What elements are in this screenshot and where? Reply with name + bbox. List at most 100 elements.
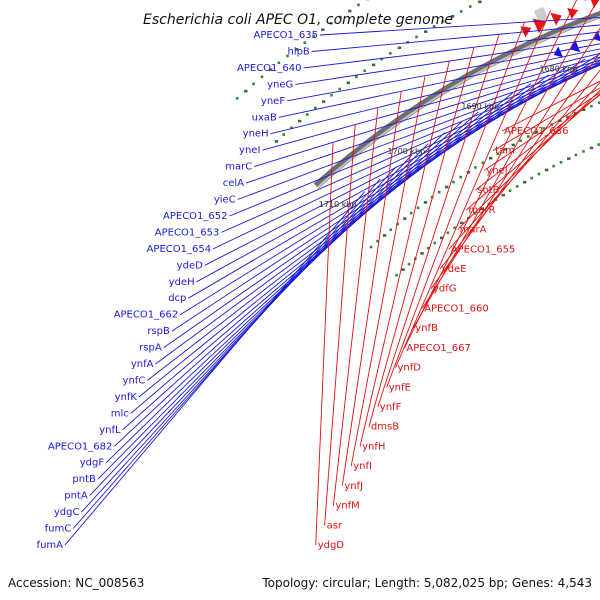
gc-dot: [597, 143, 600, 146]
gc-dot: [478, 0, 482, 4]
gene-label-right: ynfD: [398, 363, 422, 374]
gc-dot: [294, 48, 299, 51]
gene-label-left: APECO1_653: [155, 227, 220, 238]
leader-line: [196, 60, 600, 283]
gene-label-left: APECO1_654: [147, 244, 212, 255]
leader-line: [262, 56, 600, 151]
gene-label-right: ynfM: [335, 501, 359, 512]
leader-line: [64, 191, 366, 546]
gene-label-right: marA: [460, 225, 487, 236]
gc-dot: [550, 123, 553, 126]
gc-dot: [312, 34, 315, 38]
leader-line: [448, 82, 600, 250]
gene-label-left: yieC: [214, 195, 236, 206]
leader-line: [319, 17, 600, 36]
leader-line: [377, 34, 500, 408]
gene-label-right: ynfI: [353, 461, 372, 472]
leader-line: [492, 87, 600, 152]
gc-dot: [452, 180, 455, 184]
gc-dot: [357, 3, 360, 7]
gene-label-left: ydgC: [54, 507, 80, 518]
gene-label-left: pntA: [64, 491, 88, 502]
gene-labels: APECO1_635 hipB APECO1_640 yneG yneF uxaB yneH…: [37, 30, 569, 551]
gene-label-right: APECO1_667: [406, 343, 471, 354]
gene-label-left: ydeH: [169, 277, 195, 288]
leader-line: [359, 61, 450, 447]
gene-label-left: ynfC: [123, 376, 146, 387]
leader-line: [138, 92, 514, 398]
leader-line: [332, 107, 379, 506]
gc-dot: [409, 211, 413, 215]
genome-backbone: [313, 10, 600, 189]
reverse-gene-arrow: [550, 12, 562, 26]
gene-label-left: rspB: [147, 326, 170, 337]
gc-dot: [433, 241, 436, 245]
gc-dot: [474, 166, 477, 169]
gc-dot: [552, 164, 555, 168]
gc-dot: [481, 161, 485, 165]
gc-dot: [537, 172, 541, 176]
leader-line: [212, 63, 600, 250]
gene-label-left: dcp: [168, 293, 186, 304]
kbp-tick-label: 1690 kbp: [461, 102, 499, 111]
gc-dot: [346, 81, 350, 85]
gc-dot: [348, 9, 352, 13]
kbp-tick-label: 1710 kbp: [319, 200, 357, 209]
backbone-arc: [313, 10, 600, 189]
gc-dot: [260, 75, 264, 79]
leader-line: [475, 94, 600, 191]
gene-label-left: yneF: [261, 96, 285, 107]
gene-label-right: ynfH: [362, 441, 385, 452]
gene-label-left: APECO1_635: [254, 30, 319, 41]
gc-dot: [511, 143, 515, 147]
leader-line: [311, 24, 600, 52]
gc-dot: [286, 54, 289, 58]
gc-dot: [321, 28, 325, 31]
gene-label-right: ydeE: [442, 264, 467, 275]
leader-line: [324, 124, 356, 526]
accession-text: Accession: NC_008563: [8, 576, 144, 590]
gc-dot: [397, 46, 402, 50]
gc-dot: [567, 157, 571, 160]
leader-line: [295, 37, 600, 85]
leader-line: [466, 93, 600, 211]
gene-label-right: APECO1_655: [451, 244, 516, 255]
gc-dot: [590, 104, 593, 108]
leader-line: [278, 48, 600, 118]
kbp-tick-label: 1700 kbp: [387, 147, 425, 156]
gc-dot: [589, 146, 594, 150]
gc-dot: [598, 101, 600, 105]
gc-dot: [566, 115, 569, 119]
gene-label-right: tam: [495, 146, 515, 157]
gene-label-right: sotB: [477, 185, 499, 196]
gc-dot: [446, 231, 450, 235]
leader-line: [457, 89, 600, 230]
gc-dot: [277, 61, 281, 65]
gc-dot: [445, 185, 449, 189]
gc-dot: [534, 131, 539, 134]
gene-label-right: dmsB: [371, 422, 399, 433]
leader-line: [221, 64, 600, 233]
leader-line: [430, 52, 600, 289]
gc-dot: [355, 75, 358, 79]
gene-label-left: APECO1_640: [237, 63, 302, 74]
gc-dot: [542, 127, 546, 130]
gene-label-left: celA: [223, 178, 244, 189]
leader-line: [237, 63, 600, 200]
gc-dot: [235, 97, 239, 100]
leader-line: [403, 0, 578, 349]
gc-dot: [274, 140, 279, 143]
leader-line: [350, 76, 426, 467]
gene-label-right: APECO1_660: [424, 303, 489, 314]
gene-label-left: rspA: [139, 343, 162, 354]
gc-dot: [469, 5, 472, 8]
gc-dot: [423, 201, 428, 204]
gc-dot: [480, 207, 484, 210]
gene-label-left: yneG: [267, 79, 293, 90]
gene-label-right: ynfB: [415, 323, 438, 334]
gc-dot: [380, 57, 383, 61]
gc-dot: [416, 206, 420, 210]
gene-label-right: ynfF: [380, 402, 402, 413]
gene-label-left: yneH: [243, 129, 269, 140]
gc-dot: [389, 52, 392, 55]
